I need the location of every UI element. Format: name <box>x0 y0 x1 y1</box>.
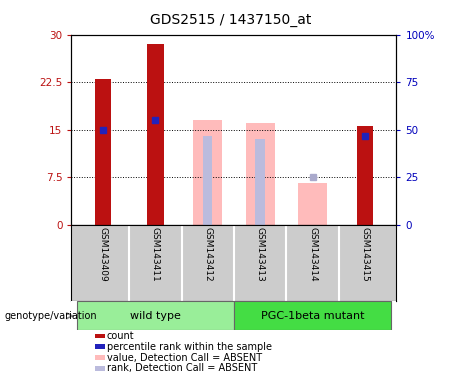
Bar <box>357 126 373 225</box>
Text: GSM143413: GSM143413 <box>256 227 265 282</box>
Text: value, Detection Call = ABSENT: value, Detection Call = ABSENT <box>107 353 262 362</box>
Text: genotype/variation: genotype/variation <box>5 311 97 321</box>
Text: rank, Detection Call = ABSENT: rank, Detection Call = ABSENT <box>107 363 257 373</box>
Bar <box>255 139 265 225</box>
Text: count: count <box>107 331 135 341</box>
Bar <box>246 123 275 225</box>
Text: PGC-1beta mutant: PGC-1beta mutant <box>261 311 364 321</box>
Bar <box>193 120 222 225</box>
Text: GSM143414: GSM143414 <box>308 227 317 281</box>
Text: wild type: wild type <box>130 311 181 321</box>
Text: GSM143411: GSM143411 <box>151 227 160 282</box>
Bar <box>147 44 164 225</box>
Text: percentile rank within the sample: percentile rank within the sample <box>107 342 272 352</box>
Bar <box>77 301 234 330</box>
Bar <box>234 301 391 330</box>
Bar <box>298 184 327 225</box>
Bar <box>203 136 213 225</box>
Text: GSM143412: GSM143412 <box>203 227 212 281</box>
Text: GSM143409: GSM143409 <box>98 227 107 282</box>
Bar <box>95 79 111 225</box>
Text: GDS2515 / 1437150_at: GDS2515 / 1437150_at <box>150 13 311 27</box>
Text: GSM143415: GSM143415 <box>361 227 370 282</box>
